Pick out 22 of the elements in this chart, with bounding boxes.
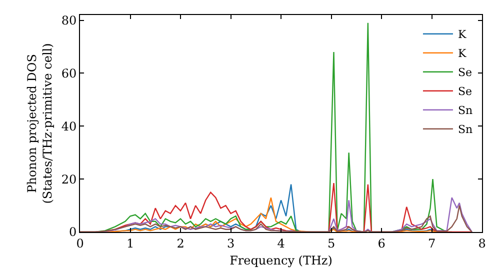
x-tick-label: 8 (478, 236, 486, 250)
x-tick-label: 1 (126, 236, 134, 250)
legend-label: Sn (458, 123, 473, 136)
x-tick-label: 4 (277, 236, 286, 250)
legend-label: Se (458, 66, 472, 80)
x-tick-label: 2 (176, 236, 184, 250)
y-tick-label: 60 (61, 66, 77, 80)
legend-label: Sn (458, 104, 473, 118)
y-tick-label: 40 (61, 119, 77, 134)
line-series (80, 204, 473, 232)
x-tick-label: 7 (428, 236, 436, 250)
y-tick-label: 0 (68, 225, 77, 240)
x-tick-label: 5 (327, 236, 336, 250)
legend-label: K (458, 47, 467, 60)
y-tick-label: 80 (61, 13, 77, 28)
x-tick-label: 6 (378, 236, 386, 250)
legend-label: Se (458, 85, 472, 98)
y-tick-label: 20 (61, 172, 77, 186)
legend-label: K (458, 28, 467, 42)
y-axis-title: Phonon projected DOS (States/THz·primitive cell) (25, 43, 55, 204)
x-axis-title: Frequency (THz) (230, 253, 332, 268)
x-tick-label: 3 (226, 236, 235, 250)
